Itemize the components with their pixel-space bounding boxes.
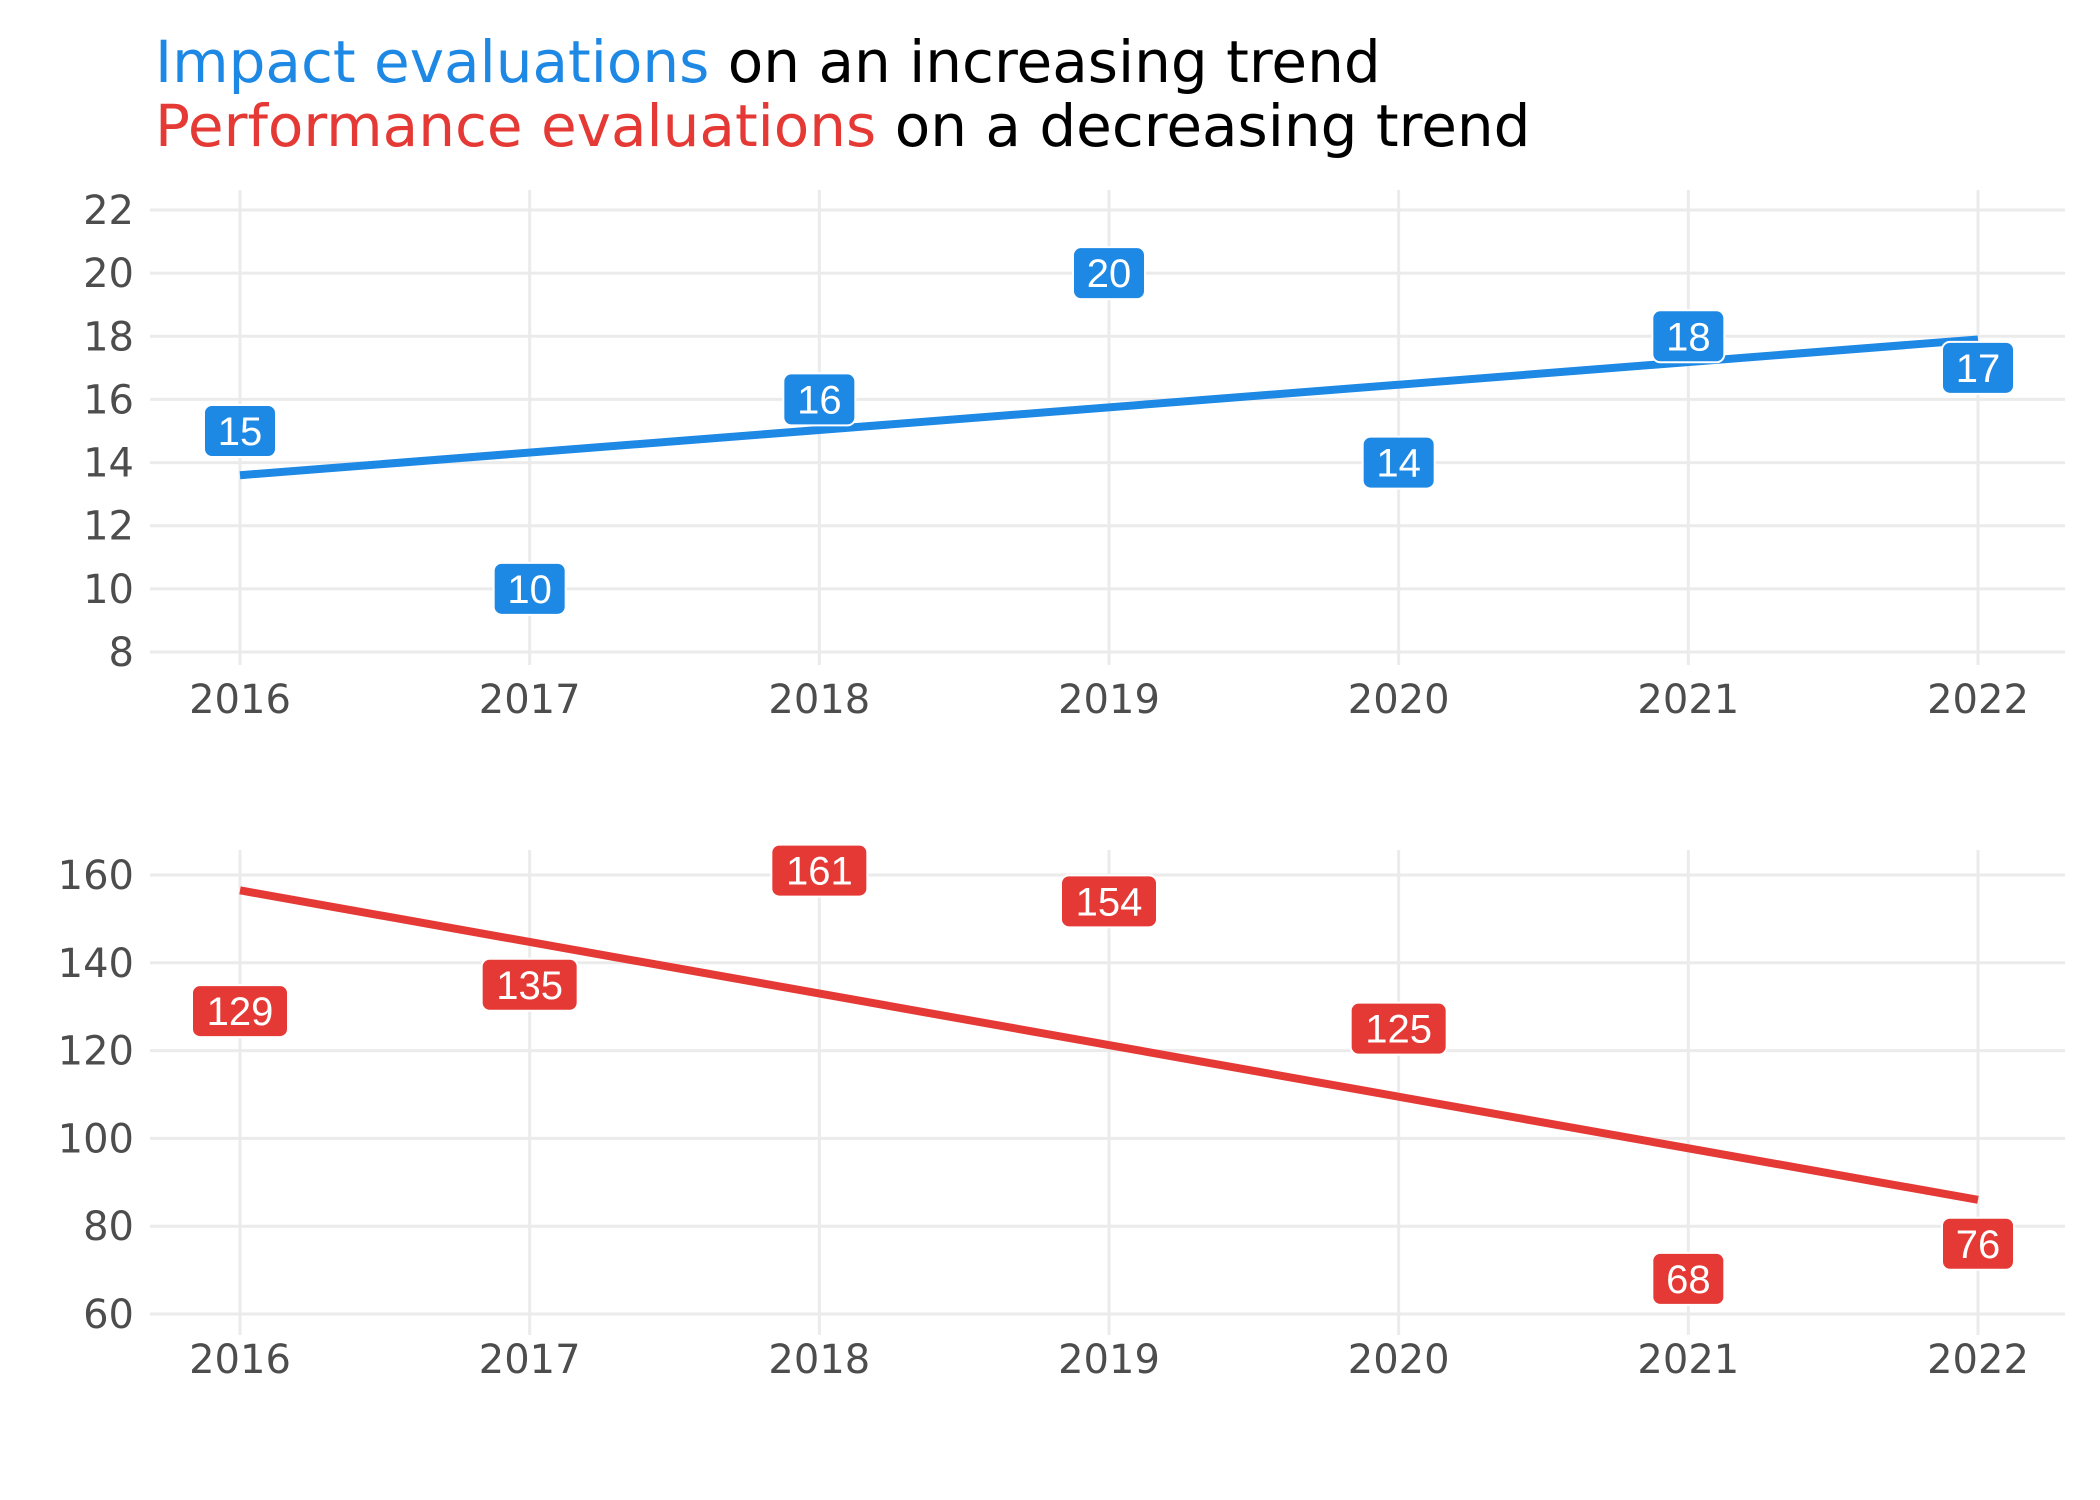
data-label: 15 — [203, 404, 277, 458]
y-tick-label: 16 — [83, 377, 134, 423]
data-label-box — [1941, 1216, 2015, 1271]
title-performance-highlight: Performance evaluations — [155, 92, 877, 160]
data-label-text: 14 — [1376, 442, 1421, 486]
title-line-1: Impact evaluations on an increasing tren… — [155, 30, 1530, 94]
data-label: 18 — [1651, 309, 1726, 364]
data-label-text: 154 — [1076, 880, 1143, 924]
data-label-text: 20 — [1087, 252, 1132, 296]
y-tick-label: 8 — [109, 630, 134, 676]
data-label: 10 — [492, 561, 567, 616]
title-line-1-rest: on an increasing trend — [709, 28, 1381, 96]
data-label: 135 — [480, 957, 579, 1012]
y-tick-label: 120 — [58, 1029, 134, 1075]
x-tick-label: 2017 — [479, 677, 581, 723]
x-tick-label: 2021 — [1637, 677, 1739, 723]
data-label-box — [1651, 309, 1726, 364]
y-tick-label: 60 — [83, 1292, 134, 1338]
data-label: 154 — [1060, 874, 1158, 929]
data-label-text: 161 — [786, 850, 853, 894]
x-tick-label: 2017 — [479, 1337, 581, 1383]
x-tick-label: 2018 — [768, 677, 870, 723]
data-label-box — [1349, 1001, 1448, 1056]
data-label-text: 68 — [1666, 1258, 1711, 1302]
x-tick-label: 2018 — [768, 1337, 870, 1383]
y-tick-label: 140 — [58, 941, 134, 987]
data-label-box — [1361, 435, 1436, 490]
y-tick-label: 22 — [83, 188, 134, 234]
y-tick-label: 14 — [83, 441, 134, 487]
data-label-text: 10 — [507, 568, 552, 612]
x-tick-label: 2016 — [189, 677, 291, 723]
x-tick-label: 2019 — [1058, 1337, 1160, 1383]
data-label-box — [782, 372, 857, 427]
trend-line — [239, 886, 1979, 1204]
data-label-box — [1060, 874, 1158, 929]
data-label: 16 — [782, 372, 857, 427]
x-tick-label: 2016 — [189, 1337, 291, 1383]
title-impact-highlight: Impact evaluations — [155, 28, 710, 96]
data-label: 17 — [1941, 340, 2015, 395]
title-line-2-rest: on a decreasing trend — [876, 92, 1531, 160]
y-tick-label: 18 — [83, 314, 134, 360]
data-label-box — [770, 843, 869, 898]
data-label-text: 125 — [1365, 1008, 1432, 1052]
data-label-box — [191, 984, 289, 1039]
x-tick-label: 2022 — [1927, 1337, 2029, 1383]
data-label-box — [1072, 246, 1146, 301]
x-tick-label: 2019 — [1058, 677, 1160, 723]
data-label-text: 18 — [1666, 315, 1711, 359]
data-label: 129 — [191, 984, 289, 1039]
data-label: 76 — [1941, 1216, 2015, 1271]
y-tick-label: 100 — [58, 1116, 134, 1162]
x-tick-label: 2022 — [1927, 677, 2029, 723]
y-tick-label: 80 — [83, 1204, 134, 1250]
data-label-text: 16 — [797, 378, 842, 422]
data-label-text: 17 — [1956, 347, 2001, 391]
data-label-text: 129 — [207, 990, 274, 1034]
data-label-box — [480, 957, 579, 1012]
chart-panel-performance: 60 80 100 120 140 160 2016 2017 2018 2019 2020 2021… — [58, 843, 2065, 1383]
data-label-text: 76 — [1956, 1223, 2001, 1267]
y-tick-label: 20 — [83, 251, 134, 297]
y-tick-label: 12 — [83, 504, 134, 550]
y-tick-label: 10 — [83, 567, 134, 613]
data-label-text: 135 — [496, 964, 563, 1008]
data-label: 161 — [770, 843, 869, 898]
data-label-text: 15 — [218, 410, 263, 454]
x-tick-label: 2020 — [1348, 677, 1450, 723]
data-label: 14 — [1361, 435, 1436, 490]
title-line-2: Performance evaluations on a decreasing … — [155, 94, 1530, 158]
chart-title: Impact evaluations on an increasing tren… — [155, 30, 1530, 158]
data-label: 68 — [1651, 1251, 1726, 1306]
x-tick-label: 2020 — [1348, 1337, 1450, 1383]
data-label: 20 — [1072, 246, 1146, 301]
data-label-box — [1941, 340, 2015, 395]
data-label-box — [492, 561, 567, 616]
x-tick-label: 2021 — [1637, 1337, 1739, 1383]
data-label: 125 — [1349, 1001, 1448, 1056]
data-label-box — [203, 404, 277, 458]
y-tick-label: 160 — [58, 853, 134, 899]
data-label-box — [1651, 1251, 1726, 1306]
